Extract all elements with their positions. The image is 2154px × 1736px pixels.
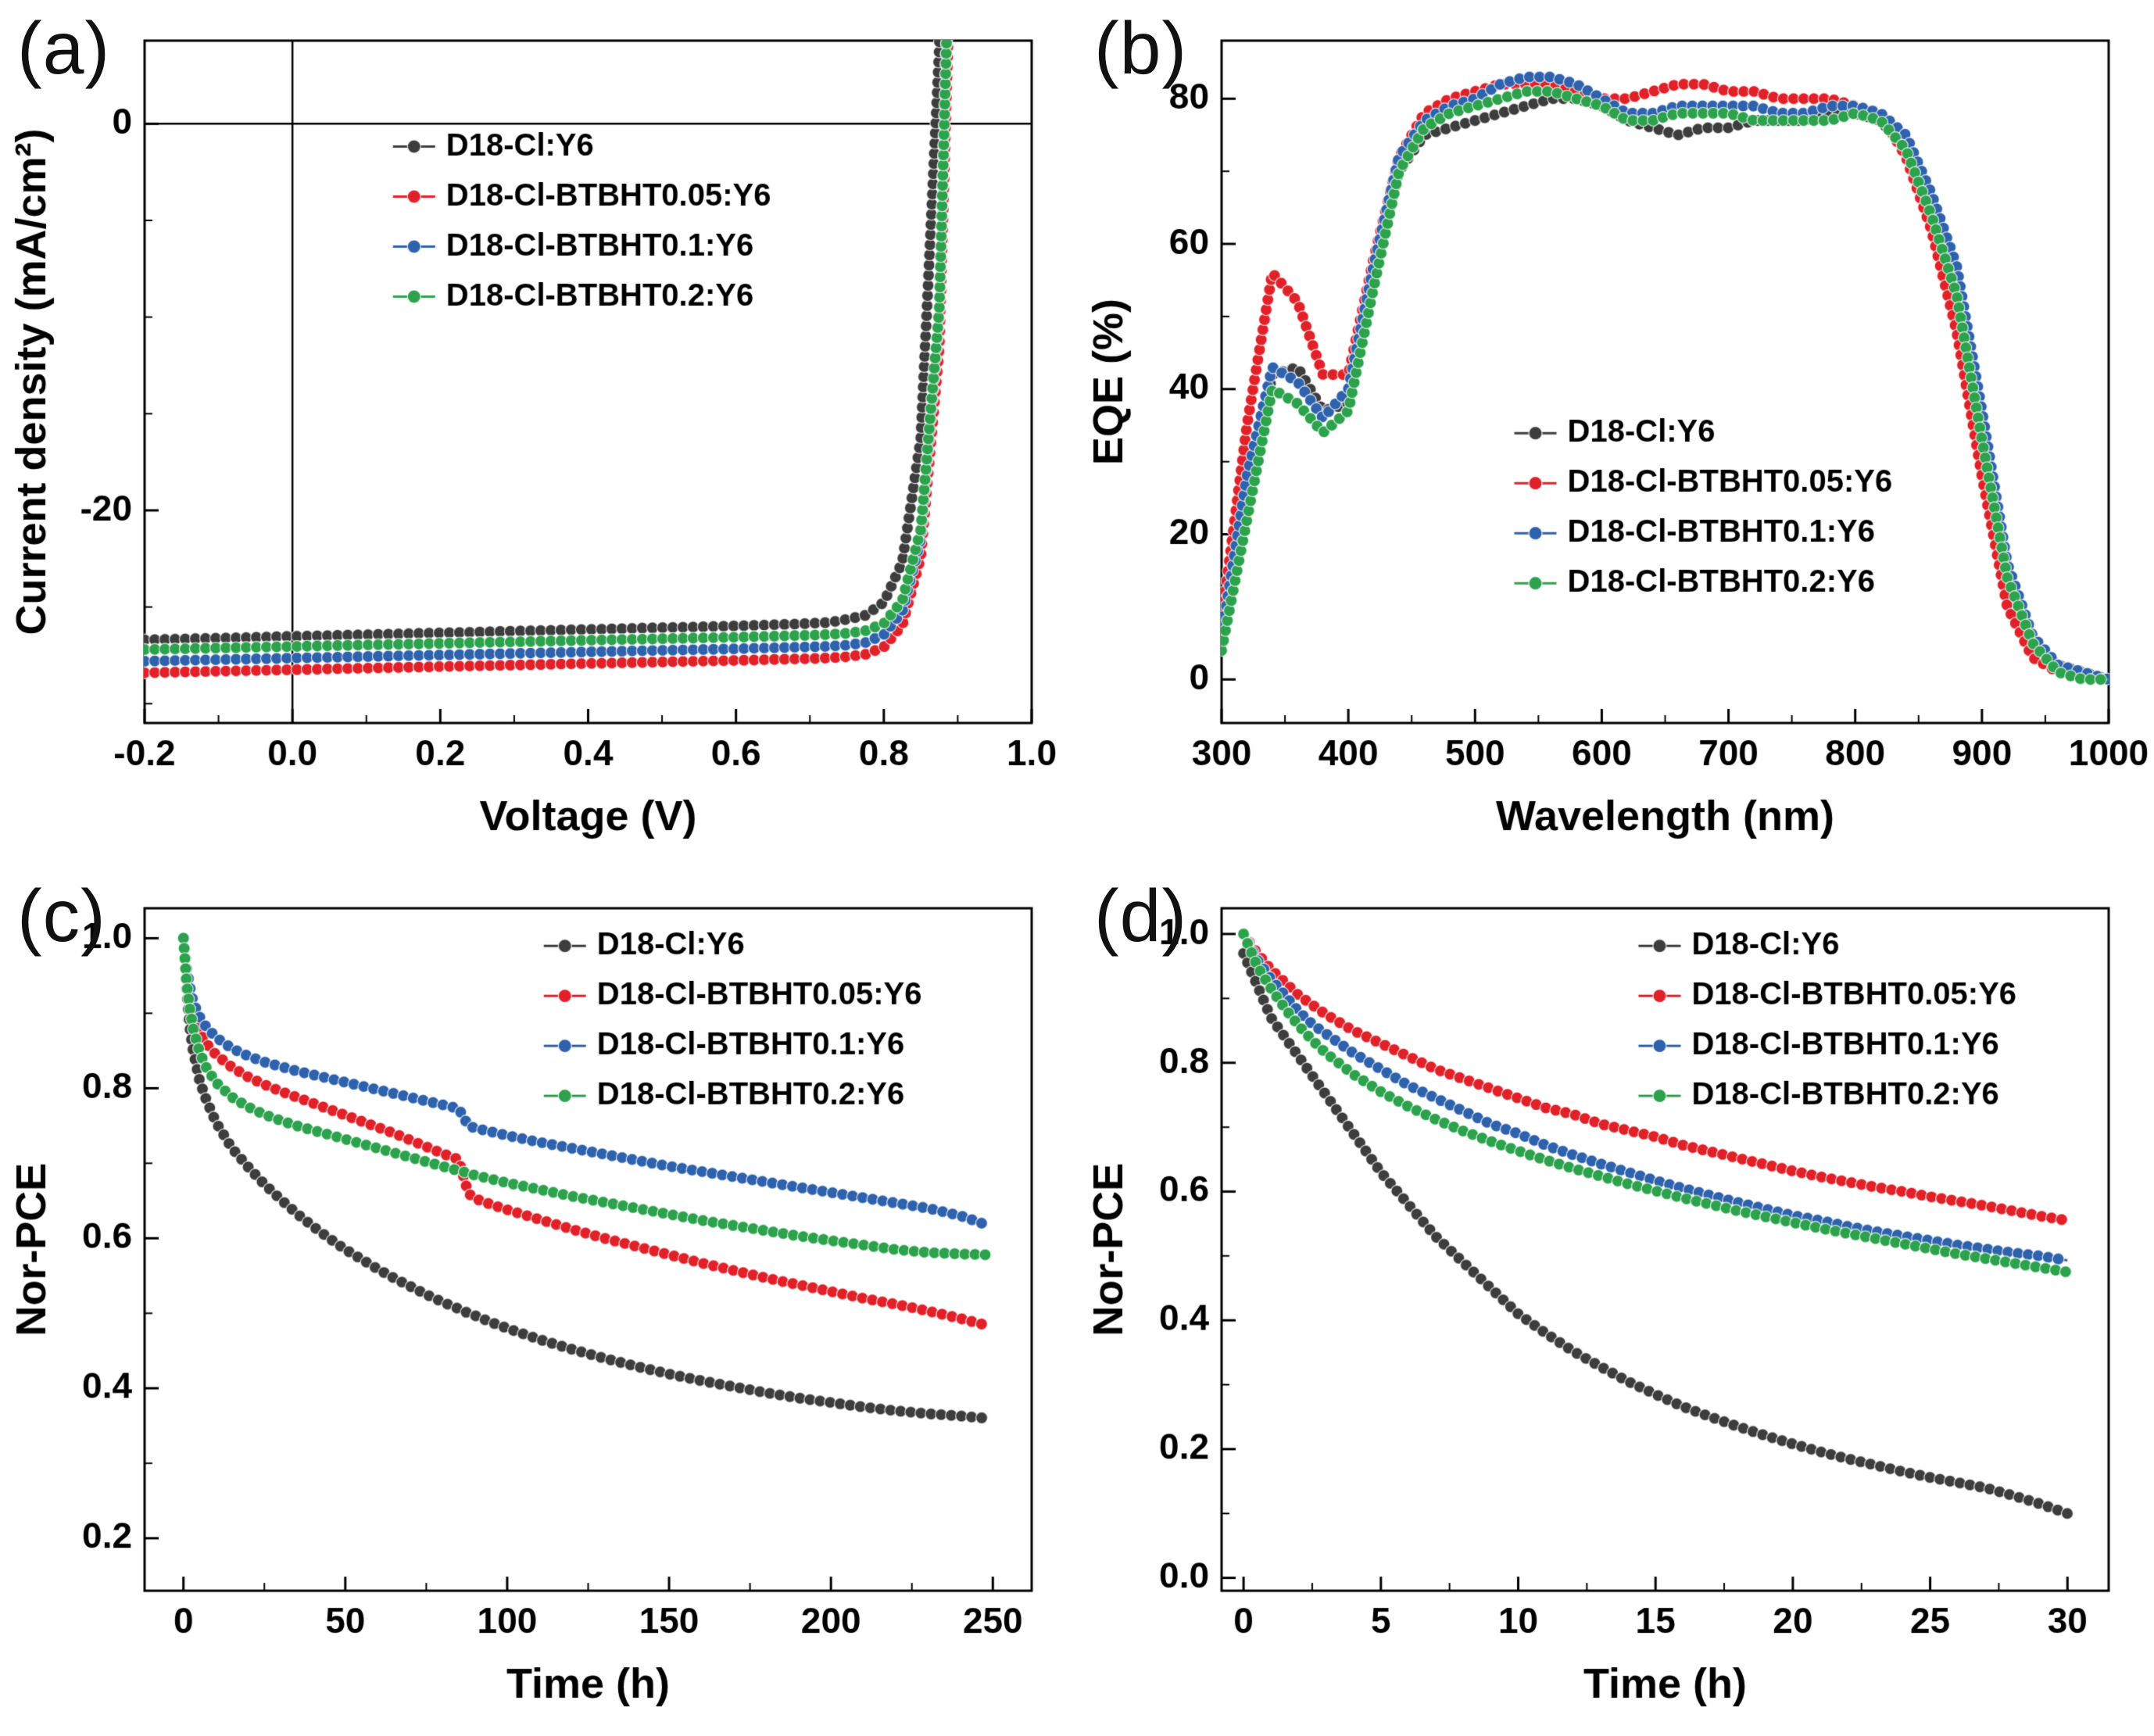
panel-c: (c) (0, 868, 1077, 1736)
panel-a: (a) (0, 0, 1077, 868)
stability-chart-250h (0, 868, 1077, 1735)
panel-d: (d) (1077, 868, 2154, 1736)
panel-d-label: (d) (1094, 875, 1188, 957)
jv-curve-chart (0, 0, 1077, 868)
panel-b-label: (b) (1094, 7, 1188, 90)
stability-chart-30h (1077, 868, 2154, 1735)
panel-a-label: (a) (17, 7, 111, 90)
panel-c-label: (c) (17, 875, 106, 957)
eqe-spectrum-chart (1077, 0, 2154, 868)
panel-b: (b) (1077, 0, 2154, 868)
